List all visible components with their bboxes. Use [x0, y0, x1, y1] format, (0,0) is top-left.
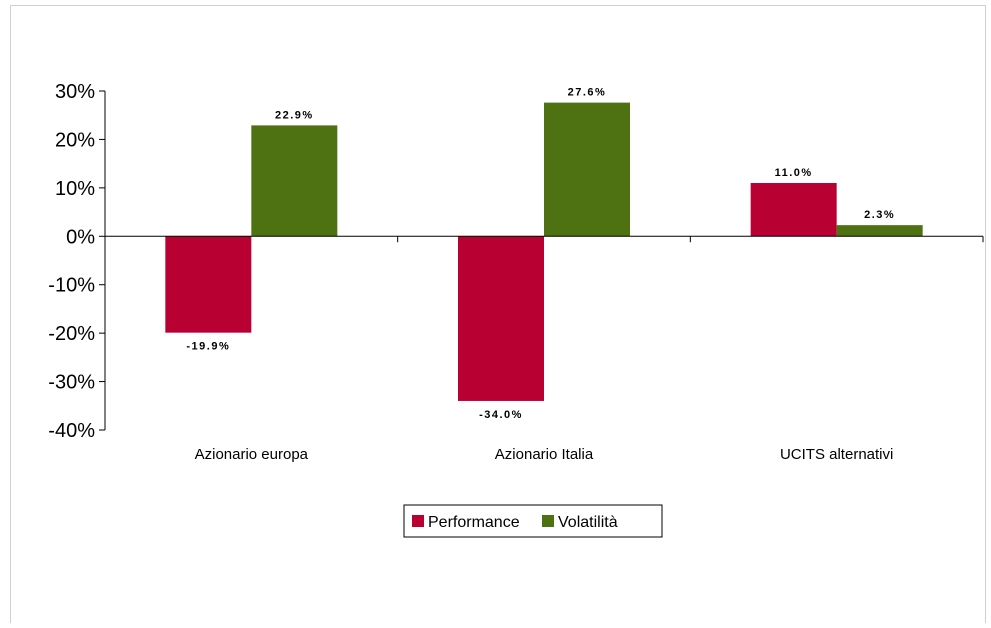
y-tick-label: 0% [66, 226, 95, 248]
y-tick-label: 10% [55, 178, 95, 200]
y-tick-label: -10% [48, 275, 95, 297]
data-label: 11.0% [775, 167, 813, 179]
legend: Performance Volatilità [403, 504, 663, 538]
legend-label: Performance [428, 514, 520, 531]
y-tick-label: -40% [48, 420, 95, 442]
data-label: -19.9% [186, 341, 230, 353]
data-labels: -19.9% 22.9% -34.0% 27.6% 11.0% 2.3% [186, 87, 895, 421]
category-label: UCITS alternativi [780, 446, 893, 463]
bar-performance-0 [165, 236, 252, 333]
data-label: 2.3% [864, 209, 895, 221]
data-label: -34.0% [479, 409, 523, 421]
y-tick-label: 20% [55, 129, 95, 151]
bar-volatilit--2 [836, 225, 923, 237]
bar-volatilit--1 [544, 102, 630, 237]
data-label: 27.6% [568, 87, 607, 99]
x-axis [104, 235, 984, 243]
legend-swatch [542, 515, 554, 527]
bar-performance-1 [458, 236, 544, 401]
legend-box [403, 504, 663, 538]
category-labels: Azionario europa Azionario Italia UCITS al… [195, 446, 894, 463]
category-label: Azionario Italia [495, 446, 594, 463]
y-axis: 30% 20% 10% 0% -10% -20% -30% -40% [48, 81, 106, 442]
data-label: 22.9% [275, 109, 314, 121]
bars [165, 102, 923, 401]
legend-label: Volatilità [558, 514, 618, 531]
y-tick-label: -30% [48, 372, 95, 394]
y-tick-label: 30% [55, 81, 95, 103]
bar-volatilit--0 [251, 125, 338, 237]
bar-performance-2 [750, 183, 837, 237]
legend-swatch [412, 515, 424, 527]
y-tick-label: -20% [48, 323, 95, 345]
category-label: Azionario europa [195, 446, 309, 463]
